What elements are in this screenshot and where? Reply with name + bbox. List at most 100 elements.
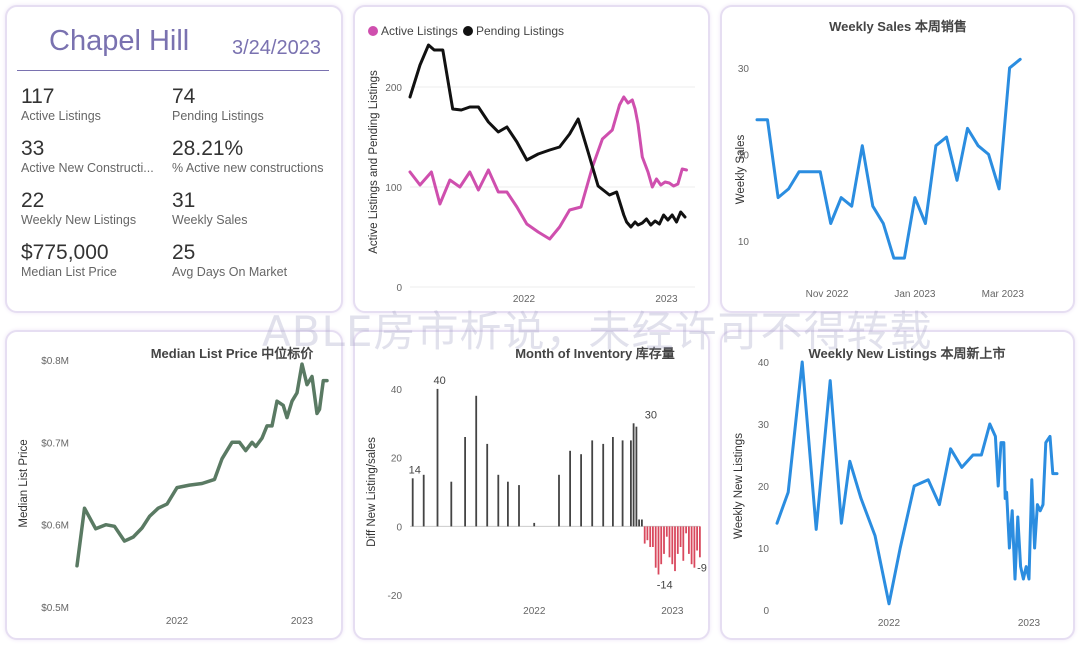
y-tick-label: $0.6M	[41, 521, 69, 532]
kpi-label: Weekly New Listings	[21, 213, 137, 227]
kpi-active-new-construction: 33 Active New Constructi...	[21, 137, 181, 175]
inventory-bar	[591, 440, 594, 527]
inventory-chart: -20 0 20 40 2022 2023 Diff New Listing/sales Mo…	[366, 346, 707, 617]
y-axis-label: Diff New Listing/sales	[366, 437, 378, 547]
y-tick-label: $0.8M	[41, 356, 69, 367]
inventory-bar	[641, 519, 643, 527]
x-tick-label: 2022	[523, 606, 546, 617]
kpi-value: 22	[21, 189, 45, 212]
kpi-value: 25	[172, 241, 196, 264]
median-price-chart: $0.5M $0.6M $0.7M $0.8M 2022 2023 Median List …	[18, 346, 329, 627]
y-tick-label: 0	[396, 522, 402, 533]
x-tick-label: 2022	[166, 616, 189, 627]
y-tick-label: 40	[391, 385, 403, 396]
inventory-bar	[569, 450, 571, 527]
listings-chart: 0 100 200 2022 2023 Active Listings and Pendi…	[368, 24, 695, 305]
x-tick-label: Nov 2022	[806, 289, 849, 300]
inventory-bar	[699, 526, 701, 558]
inventory-bar	[635, 426, 638, 527]
inventory-bar	[638, 519, 640, 527]
y-axis-label: Weekly New Listings	[733, 433, 745, 539]
kpi-label: % Active new constructions	[172, 161, 324, 175]
inventory-bar	[497, 474, 500, 527]
x-tick-label: 2022	[878, 618, 901, 629]
weekly-sales-chart-card: 10 20 30 Nov 2022 Jan 2023 Mar 2023 Weekly Sal…	[720, 5, 1075, 313]
y-tick-label: 30	[758, 420, 770, 431]
x-tick-label: 2023	[1018, 618, 1041, 629]
y-tick-label: 0	[396, 283, 402, 294]
y-tick-label: $0.5M	[41, 603, 69, 614]
legend-marker-active	[368, 26, 378, 36]
inventory-bar	[657, 526, 660, 575]
kpi-value: 33	[21, 137, 45, 160]
inventory-bar	[665, 526, 668, 537]
inventory-bar	[464, 437, 466, 527]
inventory-bar	[660, 526, 663, 565]
inventory-bar	[676, 526, 679, 554]
kpi-value: 74	[172, 85, 196, 108]
chart-title: Weekly Sales 本周销售	[829, 19, 967, 34]
chart-title: Weekly New Listings 本周新上市	[809, 346, 1006, 361]
legend-label-active: Active Listings	[381, 24, 458, 38]
inventory-bar	[475, 395, 478, 527]
y-tick-label: 200	[385, 83, 402, 94]
y-tick-label: 40	[758, 358, 770, 369]
inventory-bar	[688, 526, 690, 554]
chart-title: Median List Price 中位标价	[151, 346, 315, 361]
inventory-bar	[580, 454, 582, 527]
bar-data-label: -9	[697, 562, 707, 574]
series-line-pending-listings	[408, 43, 687, 229]
report-date: 3/24/2023	[232, 37, 321, 59]
y-tick-label: 10	[738, 237, 750, 248]
y-tick-label: 20	[391, 454, 403, 465]
inventory-bar	[674, 526, 676, 572]
inventory-bar	[630, 440, 632, 527]
new-listings-chart: 0 10 20 30 40 2022 2023 Weekly New Listings Week…	[733, 346, 1059, 629]
inventory-bar	[682, 526, 685, 561]
bar-data-label: 30	[645, 409, 657, 421]
inventory-bar	[643, 526, 646, 544]
inventory-bar	[685, 526, 687, 534]
y-axis-label: Active Listings and Pending Listings	[368, 70, 380, 254]
series-line-median-price	[75, 362, 329, 568]
kpi-value: 117	[21, 85, 55, 108]
bar-data-label: 14	[409, 464, 421, 476]
inventory-bar	[558, 474, 560, 527]
x-tick-label: Mar 2023	[982, 289, 1025, 300]
inventory-bar	[450, 481, 453, 527]
chart-title: Month of Inventory 库存量	[515, 346, 675, 361]
inventory-chart-card: -20 0 20 40 2022 2023 Diff New Listing/sales Mo…	[353, 330, 710, 640]
inventory-bar	[422, 474, 425, 527]
listings-chart-card: 0 100 200 2022 2023 Active Listings and Pendi…	[353, 5, 710, 313]
y-tick-label: 30	[738, 64, 750, 75]
x-tick-label: 2023	[655, 294, 678, 305]
inventory-bar	[679, 526, 682, 547]
kpi-label: Weekly Sales	[172, 213, 248, 227]
bar-data-label: -14	[657, 580, 673, 592]
kpi-card: Chapel Hill 3/24/2023 117 Active Listing…	[5, 5, 343, 313]
new-listings-chart-card: 0 10 20 30 40 2022 2023 Weekly New Listings Week…	[720, 330, 1075, 640]
legend-marker-pending	[463, 26, 473, 36]
kpi-weekly-new-listings: 22 Weekly New Listings	[21, 189, 181, 227]
kpi-weekly-sales: 31 Weekly Sales	[172, 189, 332, 227]
inventory-bar	[612, 437, 614, 527]
x-tick-label: Jan 2023	[894, 289, 936, 300]
kpi-avg-days-on-market: 25 Avg Days On Market	[172, 241, 332, 279]
series-line-active-listings	[408, 95, 688, 241]
kpi-active-listings: 117 Active Listings	[21, 85, 181, 123]
series-line-weekly-new-listings	[775, 360, 1059, 606]
inventory-bar	[654, 526, 657, 568]
inventory-bar	[668, 526, 671, 558]
y-tick-label: 20	[758, 482, 770, 493]
inventory-bar	[621, 440, 624, 527]
inventory-bar	[663, 526, 665, 554]
inventory-bar	[652, 526, 654, 547]
kpi-value: 28.21%	[172, 137, 244, 160]
kpi-label: Median List Price	[21, 265, 117, 279]
kpi-median-list-price: $775,000 Median List Price	[21, 241, 181, 279]
kpi-label: Active New Constructi...	[21, 161, 154, 175]
x-tick-label: 2023	[291, 616, 314, 627]
title-divider	[17, 70, 329, 71]
inventory-bar	[486, 443, 489, 527]
series-line-weekly-sales	[755, 57, 1022, 260]
